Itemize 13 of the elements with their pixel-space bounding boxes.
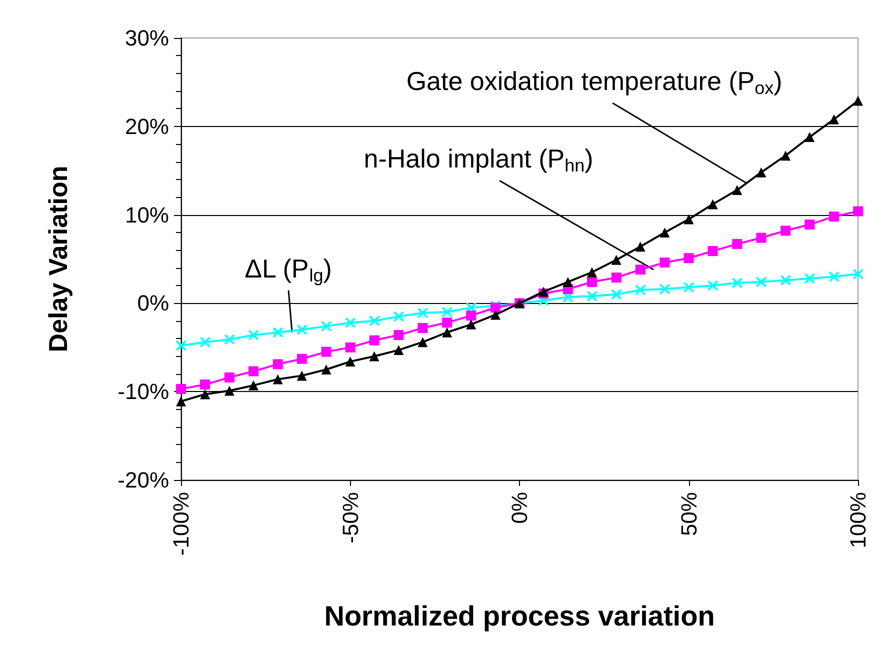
x-tick-label: -50%	[338, 492, 363, 544]
x-tick-label: -100%	[168, 492, 194, 556]
x-tick-label: 100%	[846, 492, 870, 548]
y-tick-label: 20%	[124, 114, 169, 139]
x-tick-label: 50%	[676, 492, 702, 536]
y-tick-label: 30%	[124, 26, 169, 50]
y-tick-label: 10%	[124, 202, 169, 228]
x-tick-label: 0%	[507, 492, 532, 524]
y-tick-label: 0%	[137, 290, 169, 316]
x-axis-title: Normalized process variation	[324, 600, 715, 632]
y-tick-label: -20%	[118, 468, 169, 492]
y-axis-title: Delay Variation	[43, 166, 73, 352]
y-tick-label: -10%	[118, 379, 169, 404]
